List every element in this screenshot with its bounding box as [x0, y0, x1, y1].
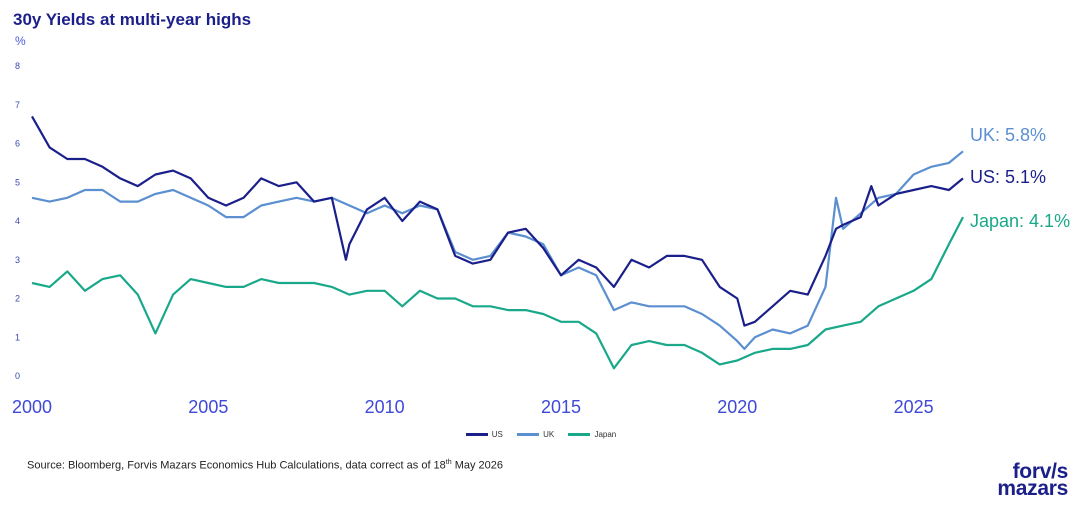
y-tick-label: 2: [15, 294, 20, 304]
y-tick-label: 7: [15, 100, 20, 110]
x-tick-label: 2025: [894, 397, 934, 417]
x-tick-label: 2005: [188, 397, 228, 417]
y-tick-label: 5: [15, 177, 20, 187]
legend-swatch-japan: [568, 433, 591, 436]
line-chart: 0 1 2 3 4 5 6 7 8 2000 2005 2010 2015 2020 2025 UK: 5…: [12, 61, 1070, 417]
y-tick-label: 6: [15, 139, 20, 149]
legend-item-us[interactable]: US: [465, 430, 503, 439]
x-tick-label: 2020: [717, 397, 757, 417]
legend: US UK Japan: [0, 429, 1082, 439]
logo-line-2: mazars: [997, 477, 1068, 500]
y-tick-label: 8: [15, 61, 20, 71]
legend-swatch-us: [465, 433, 488, 436]
y-tick-label: 1: [15, 332, 20, 342]
x-tick-label: 2000: [12, 397, 52, 417]
series-line-uk: [31, 150, 964, 350]
legend-label-us: US: [491, 430, 503, 439]
end-label-uk: UK: 5.8%: [970, 125, 1046, 145]
y-axis: 0 1 2 3 4 5 6 7 8: [15, 61, 20, 381]
series-lines: [31, 115, 964, 370]
x-tick-label: 2010: [365, 397, 405, 417]
chart-title: 30y Yields at multi-year highs: [13, 10, 252, 29]
legend-label-japan: Japan: [594, 430, 617, 439]
x-axis: 2000 2005 2010 2015 2020 2025: [12, 397, 934, 417]
logo-line-1: forv/s: [1012, 460, 1069, 483]
legend-label-uk: UK: [543, 430, 555, 439]
y-tick-label: 3: [15, 255, 20, 265]
end-labels: UK: 5.8% US: 5.1% Japan: 4.1%: [970, 125, 1070, 231]
y-tick-label: 0: [15, 371, 20, 381]
legend-swatch-uk: [517, 433, 540, 436]
end-label-japan: Japan: 4.1%: [970, 211, 1070, 231]
source-sup: th: [445, 459, 452, 466]
legend-item-uk[interactable]: UK: [517, 430, 554, 439]
end-label-us: US: 5.1%: [970, 167, 1046, 187]
source-suffix: May 2026: [451, 459, 504, 472]
forvis-mazars-logo: forv/s mazars: [958, 460, 1069, 500]
y-axis-unit: %: [15, 34, 26, 48]
series-line-japan: [31, 216, 964, 370]
y-tick-label: 4: [15, 216, 20, 226]
source-prefix: Source: Bloomberg, Forvis Mazars Economi…: [27, 459, 446, 472]
legend-item-japan[interactable]: Japan: [568, 430, 616, 439]
series-line-us: [31, 115, 964, 327]
x-tick-label: 2015: [541, 397, 581, 417]
source-note: Source: Bloomberg, Forvis Mazars Economi…: [27, 459, 503, 472]
